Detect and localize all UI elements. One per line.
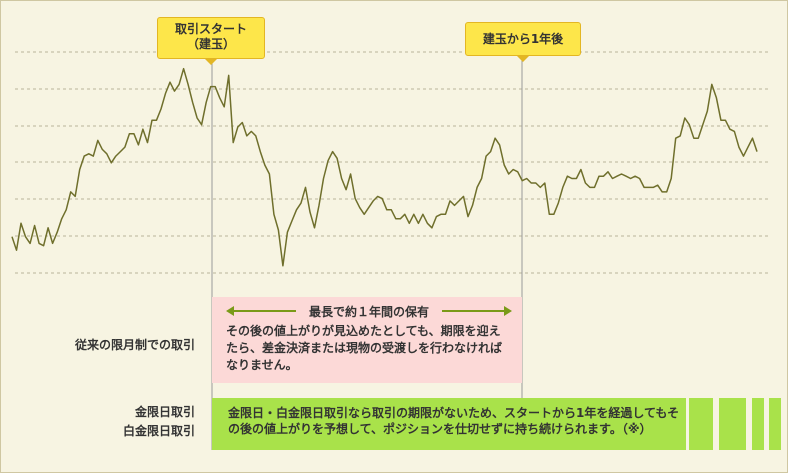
green-stripe <box>689 398 713 450</box>
callout-trade-start-line2: （建玉） <box>186 37 235 51</box>
kin-row-label: 金限日取引 白金限日取引 <box>20 403 195 441</box>
kin-row-label-line2: 白金限日取引 <box>122 424 195 438</box>
holding-period-title-row: 最長で約１年間の保有 <box>226 301 512 321</box>
green-stripe <box>719 398 746 450</box>
callout-one-year-later: 建玉から1年後 <box>465 22 581 62</box>
traditional-description: その後の値上がりが見込めたとしても、期限を迎えたら、差金決済または現物の受渡しを… <box>226 324 503 372</box>
left-arrow-icon <box>226 306 296 316</box>
green-stripe <box>769 398 781 450</box>
holding-period-title: 最長で約１年間の保有 <box>308 304 429 319</box>
price-series-line <box>11 67 758 267</box>
traditional-row-label: 従来の限月制での取引 <box>74 338 195 352</box>
callout-trade-start: 取引スタート （建玉） <box>157 17 265 65</box>
right-arrow-icon <box>441 306 512 316</box>
kin-row-label-line1: 金限日取引 <box>134 405 195 419</box>
traditional-holding-box: 最長で約１年間の保有 その後の値上がりが見込めたとしても、期限を迎えたら、差金決… <box>212 297 522 383</box>
callout-trade-start-line1: 取引スタート <box>174 22 247 36</box>
kin-description-box: 金限日・白金限日取引なら取引の期限がないため、スタートから1年を経過してもその後… <box>212 398 686 450</box>
green-stripe <box>752 398 764 450</box>
